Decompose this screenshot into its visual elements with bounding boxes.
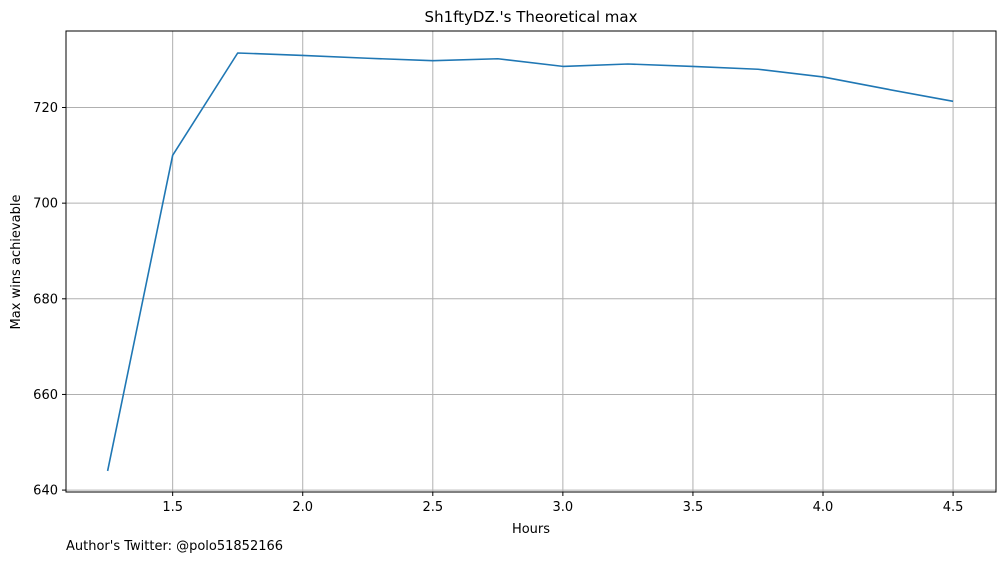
plot-area — [106, 52, 954, 472]
grid — [66, 31, 996, 492]
y-tick-label: 640 — [33, 484, 58, 499]
y-tick-label: 720 — [33, 101, 58, 116]
y-tick-label: 680 — [33, 292, 58, 307]
x-tick-label: 2.0 — [292, 500, 313, 515]
x-tick-label: 3.5 — [683, 500, 704, 515]
y-tick-label: 700 — [33, 197, 58, 212]
x-tick-label: 3.0 — [553, 500, 574, 515]
x-tick-label: 4.0 — [813, 500, 834, 515]
x-tick-labels: 1.5 2.0 2.5 3.0 3.5 4.0 4.5 — [162, 500, 963, 515]
x-tick-label: 1.5 — [162, 500, 183, 515]
footer-author-twitter: Author's Twitter: @polo51852166 — [66, 539, 283, 554]
series-line — [106, 52, 954, 472]
y-tick-label: 660 — [33, 388, 58, 403]
x-tick-label: 2.5 — [422, 500, 443, 515]
axes — [62, 30, 997, 496]
x-tick-label: 4.5 — [943, 500, 964, 515]
x-axis-label: Hours — [512, 522, 550, 537]
y-tick-labels: 640 660 680 700 720 — [33, 101, 58, 499]
y-axis-label: Max wins achievable — [9, 195, 24, 330]
chart-title: Sh1ftyDZ.'s Theoretical max — [425, 8, 638, 26]
axes-frame — [65, 30, 997, 493]
